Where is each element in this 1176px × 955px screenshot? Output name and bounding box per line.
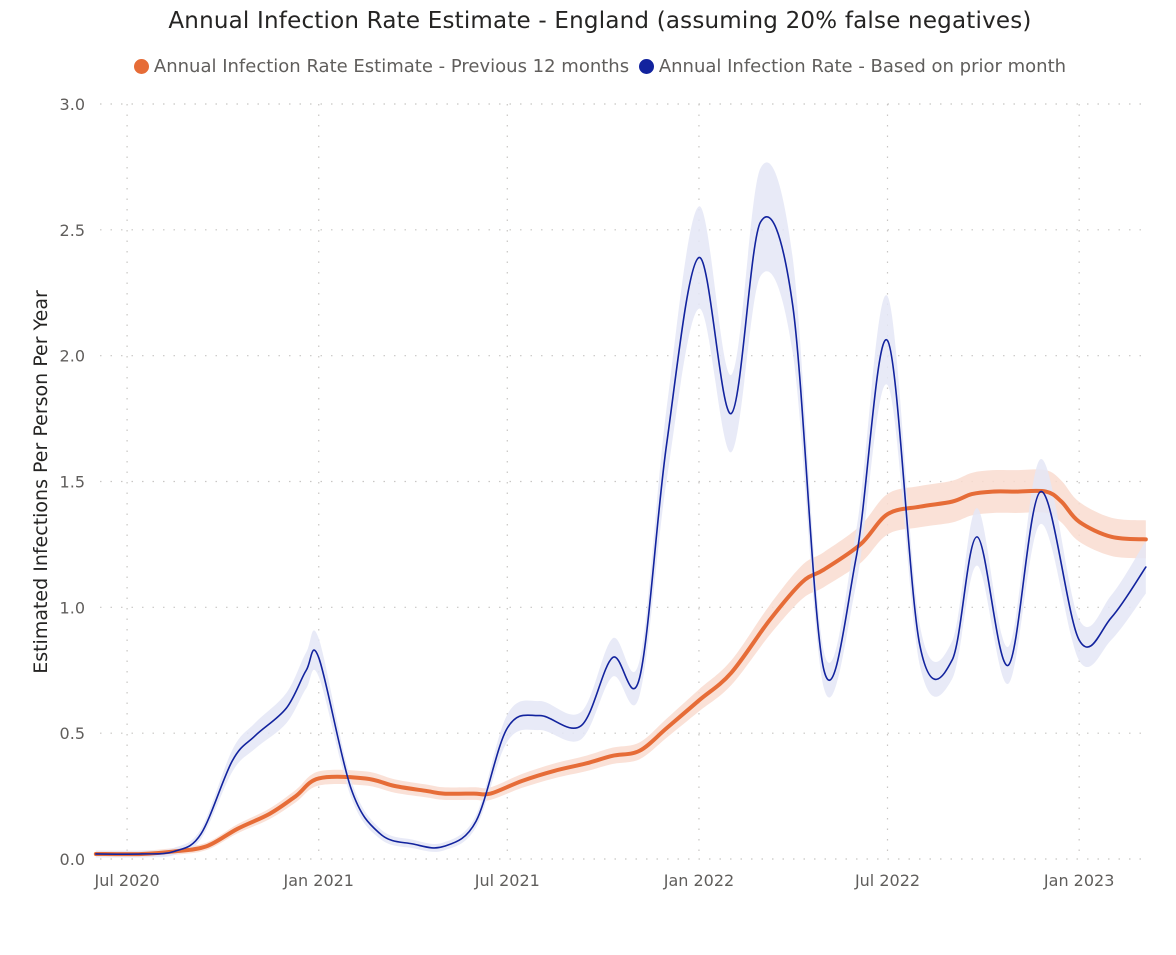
x-tick-label: Jan 2021 (283, 871, 354, 890)
y-tick-label: 0.0 (60, 850, 85, 869)
y-tick-label: 1.0 (60, 598, 85, 617)
series-line-previous-12-months (93, 488, 1148, 857)
x-tick-label: Jul 2021 (474, 871, 540, 890)
y-tick-label: 0.5 (60, 724, 85, 743)
legend-label-prior-month: Annual Infection Rate - Based on prior m… (658, 56, 1067, 77)
legend-item-prior-month[interactable]: Annual Infection Rate - Based on prior m… (638, 56, 1067, 77)
y-tick-label: 2.5 (60, 221, 85, 240)
series-line-prior-month (95, 216, 1147, 855)
x-tick-label: Jul 2022 (854, 871, 920, 890)
legend: Annual Infection Rate Estimate - Previou… (0, 56, 1176, 79)
legend-marker-orange (133, 59, 149, 74)
x-tick-label: Jan 2023 (1043, 871, 1114, 890)
legend-label-previous-12-months: Annual Infection Rate Estimate - Previou… (153, 56, 630, 77)
x-tick-label: Jan 2022 (663, 871, 734, 890)
legend-marker-blue (638, 59, 654, 74)
x-tick-label: Jul 2020 (94, 871, 160, 890)
y-tick-label: 2.0 (60, 347, 85, 366)
y-tick-label: 3.0 (60, 95, 85, 114)
legend-item-previous-12-months[interactable]: Annual Infection Rate Estimate - Previou… (133, 56, 630, 77)
chart-title: Annual Infection Rate Estimate - England… (168, 8, 1032, 34)
confidence-band-prior-month (95, 162, 1146, 858)
y-tick-label: 1.5 (60, 473, 85, 492)
